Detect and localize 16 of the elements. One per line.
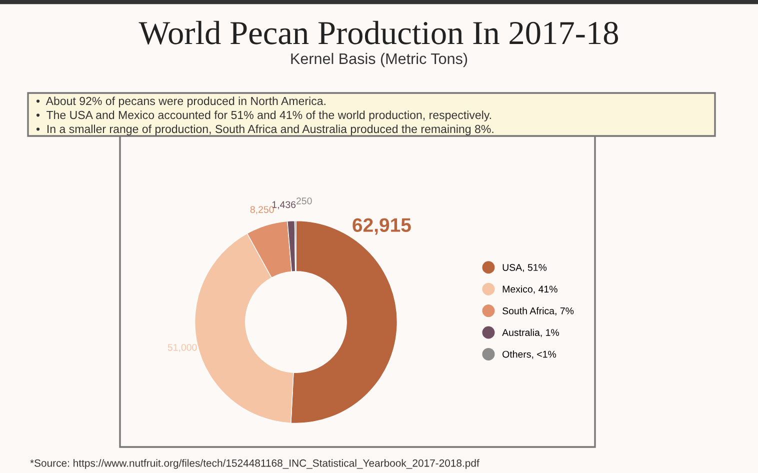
data-label: 8,250 bbox=[250, 206, 274, 214]
chart-title: World Pecan Production In 2017-18 bbox=[138, 20, 618, 45]
data-label: 250 bbox=[296, 197, 312, 204]
chart-subtitle: Kernel Basis (Metric Tons) bbox=[291, 52, 468, 68]
data-label: 1,436 bbox=[272, 201, 296, 210]
text: • About 92% of pecans were produced in North America. bbox=[36, 96, 326, 108]
data-label: 51,000 bbox=[168, 344, 197, 352]
legend-label: South Africa, 7% bbox=[502, 307, 574, 316]
text: • The USA and Mexico accounted for 51% and 41% of the world production, respectively. bbox=[36, 110, 491, 122]
legend-label: Mexico, 41% bbox=[502, 285, 558, 294]
text: • In a smaller range of production, South Africa and Australia produced the remaining 8%. bbox=[36, 124, 494, 136]
legend-label: Others, <1% bbox=[502, 350, 556, 359]
text: *Source: https://www.nutfruit.org/files/tech/1524481168_INC_Statistical_Yearbook_2017-2018.pdf bbox=[30, 459, 480, 469]
data-label: 62,915 bbox=[352, 218, 411, 235]
legend-label: Australia, 1% bbox=[502, 328, 560, 338]
legend-label: USA, 51% bbox=[502, 264, 547, 272]
